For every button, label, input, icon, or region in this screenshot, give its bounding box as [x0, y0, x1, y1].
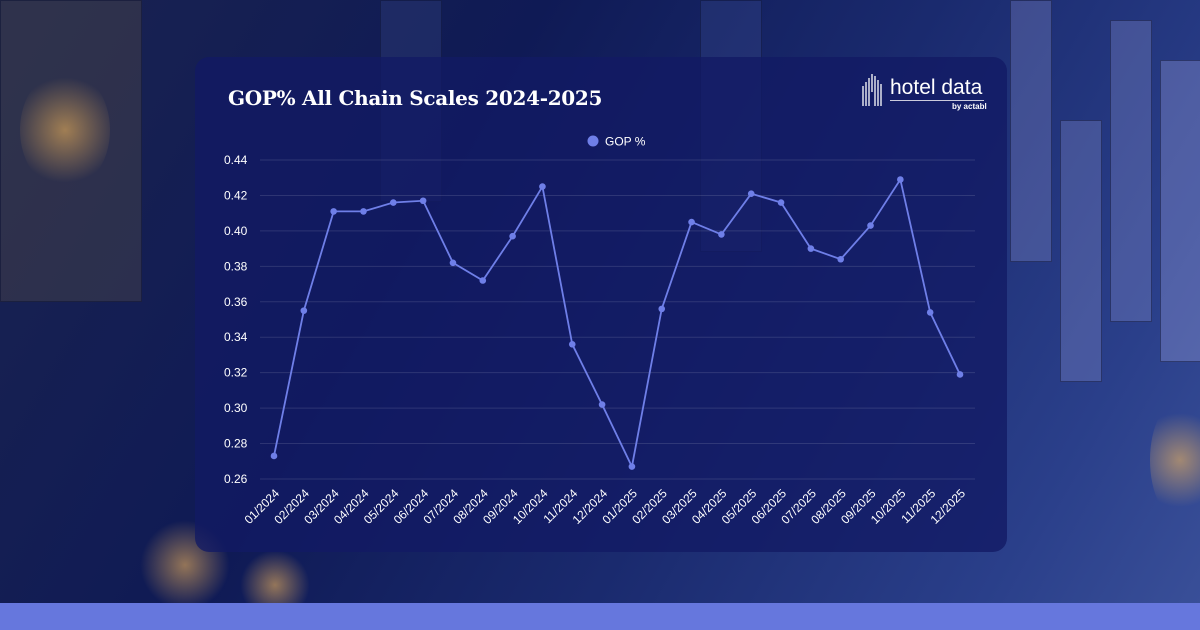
chart-title: GOP% All Chain Scales 2024-2025 [228, 86, 603, 110]
y-tick-label: 0.36 [224, 295, 248, 309]
y-tick-label: 0.38 [224, 259, 248, 273]
data-point [360, 208, 367, 215]
data-point [539, 183, 546, 190]
bottom-bar [0, 603, 1200, 630]
chart-card [195, 57, 1007, 552]
data-point [300, 307, 308, 314]
data-point [449, 259, 457, 267]
data-point [688, 218, 695, 226]
y-tick-label: 0.26 [224, 472, 248, 486]
data-point [628, 463, 636, 470]
data-point [479, 277, 487, 284]
data-point [270, 452, 278, 460]
data-point [330, 208, 337, 215]
data-point [598, 401, 606, 408]
y-tick-label: 0.32 [224, 366, 248, 380]
data-point [568, 341, 576, 348]
y-tick-label: 0.34 [224, 330, 248, 344]
y-tick-label: 0.42 [224, 188, 248, 202]
data-point [658, 305, 666, 313]
data-point [777, 199, 785, 206]
legend-marker [587, 135, 599, 147]
data-point [718, 231, 725, 238]
data-point [509, 232, 516, 240]
data-point [956, 371, 964, 378]
data-point [897, 176, 904, 183]
data-point [867, 222, 874, 229]
data-point [419, 197, 427, 205]
y-tick-label: 0.40 [224, 224, 248, 238]
y-tick-label: 0.28 [224, 437, 248, 451]
logo-mark-icon [862, 74, 882, 106]
series-line [273, 177, 961, 470]
data-point [807, 245, 815, 252]
data-point [390, 199, 397, 206]
data-point [926, 309, 934, 316]
data-point [837, 255, 844, 263]
data-point [747, 190, 755, 197]
y-tick-label: 0.30 [224, 401, 248, 415]
legend-label: GOP % [605, 135, 646, 149]
y-tick-label: 0.44 [224, 153, 248, 167]
